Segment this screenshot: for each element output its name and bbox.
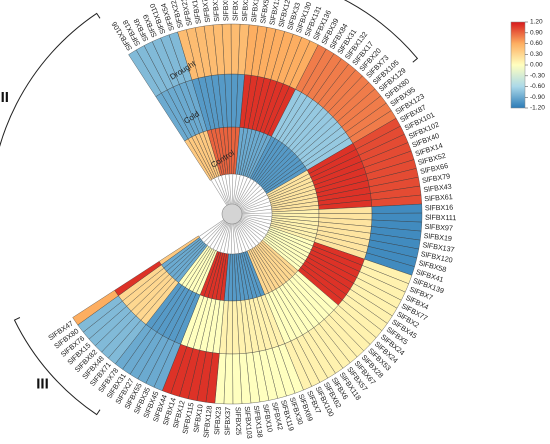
dendrogram-branch [237, 208, 272, 214]
gene-label: SlFBX61 [424, 192, 453, 203]
dendrogram-branch [212, 219, 230, 250]
dendrogram-branch [231, 173, 234, 209]
dendrogram-branch [224, 174, 232, 209]
colorbar-tick-label: -0.90 [530, 94, 545, 101]
dendrogram-branch [235, 182, 258, 210]
cluster-bracket [13, 317, 101, 416]
dendrogram-branch [232, 174, 237, 209]
dendrogram-branch [219, 219, 231, 253]
gene-label: SlFBX128 [201, 405, 214, 438]
dendrogram-branch [201, 217, 228, 240]
cluster-brackets: IIIIII [0, 0, 419, 416]
dendrogram-branch [228, 174, 232, 209]
colorbar-tick-label: -0.30 [530, 73, 545, 80]
dendrogram-branch [230, 219, 233, 255]
dendrogram-branch [236, 216, 267, 235]
dendrogram-branch [237, 205, 272, 213]
gene-labels: SlFBX106SlFBX18SlFBX8SlFBX9SlFBX110SlFBX… [46, 0, 456, 439]
gene-label: SlFBX104 [210, 0, 221, 22]
dendrogram-branch [234, 218, 254, 249]
gene-label: SlFBX16 [425, 203, 454, 213]
center-dendrogram [198, 173, 273, 255]
dendrogram-branch [236, 217, 265, 239]
dendrogram-branch [214, 177, 230, 209]
gene-label: SlFBX113 [189, 0, 203, 25]
dendrogram-branch [235, 185, 261, 210]
dendrogram-branch [203, 218, 229, 243]
dendrogram-branch [206, 218, 229, 246]
gene-label: SlFBX111 [425, 213, 456, 223]
gene-label: SlFBX135 [249, 0, 262, 23]
dendrogram-branch [198, 217, 228, 237]
dendrogram-branch [237, 212, 273, 215]
dendrogram-branch [232, 219, 240, 254]
cluster-bracket [0, 12, 101, 147]
cluster-bracket [343, 0, 419, 63]
dendrogram-branch [227, 219, 232, 254]
dendrogram-branch [235, 218, 260, 244]
colorbar: 1.20 0.90 0.60 0.30 0.00 -0.30 -0.60 -0.90 -1.20 [510, 19, 545, 112]
dendrogram-branch [234, 178, 252, 209]
dendrogram-branch [235, 180, 255, 210]
dendrogram-branch [233, 219, 243, 253]
cluster-label: III [36, 376, 49, 393]
gene-label: SlFBX38 [240, 0, 251, 22]
gene-label: SlFBX56 [221, 0, 231, 21]
dendrogram-branch [237, 201, 271, 213]
colorbar-gradient [510, 21, 526, 109]
dendrogram-branch [237, 194, 268, 212]
colorbar-tick-label: -1.20 [530, 105, 545, 112]
dendrogram-branch [236, 217, 262, 242]
dendrogram-branch [237, 215, 270, 229]
dendrogram-branch [234, 177, 248, 209]
gene-label: SlFBX43 [423, 182, 452, 194]
gene-label: SlFBX37 [223, 407, 233, 436]
dendrogram-branch [237, 214, 272, 221]
gene-label: SlFBX97 [424, 222, 453, 233]
dendrogram-branch [233, 219, 247, 252]
gene-label: SlFBX11 [231, 0, 241, 21]
gene-label: SlFBX72 [200, 0, 212, 23]
dendrogram-branch [237, 214, 272, 217]
dendrogram-branch [236, 188, 263, 211]
heatmap-cells [72, 23, 423, 405]
dendrogram-branch [209, 218, 229, 248]
dendrogram-branch [210, 179, 230, 210]
dendrogram-branch [237, 215, 271, 225]
dendrogram-branch [235, 218, 257, 247]
dendrogram-branch [221, 175, 231, 209]
gene-label: SlFBX23 [212, 406, 223, 435]
dendrogram-branch [237, 197, 269, 212]
cluster-label: II [1, 89, 9, 106]
gene-label: SlFBX19 [423, 231, 452, 243]
heatmap-cell [72, 290, 119, 326]
colorbar-tick-label: 0.60 [530, 40, 543, 47]
colorbar-tick-label: 0.00 [530, 62, 543, 69]
dendrogram-branch [233, 175, 245, 209]
dendrogram-root [221, 203, 243, 225]
dendrogram-branch [216, 219, 230, 251]
dendrogram-branch [217, 176, 231, 209]
colorbar-tick-label: 0.90 [530, 30, 543, 37]
colorbar-tick-label: 0.30 [530, 51, 543, 58]
colorbar-tick-label: 1.20 [530, 19, 543, 26]
gene-label: SlFBX25 [234, 407, 244, 436]
dendrogram-branch [223, 219, 232, 254]
dendrogram-branch [232, 174, 241, 209]
dendrogram-branch [236, 191, 266, 211]
gene-label: SlFBX103 [243, 406, 254, 439]
dendrogram-branch [234, 219, 250, 251]
dendrogram-branch [232, 219, 236, 254]
colorbar-tick-label: -0.60 [530, 83, 545, 90]
gene-label: SlFBX138 [252, 405, 265, 438]
dendrogram-branch [237, 216, 269, 232]
